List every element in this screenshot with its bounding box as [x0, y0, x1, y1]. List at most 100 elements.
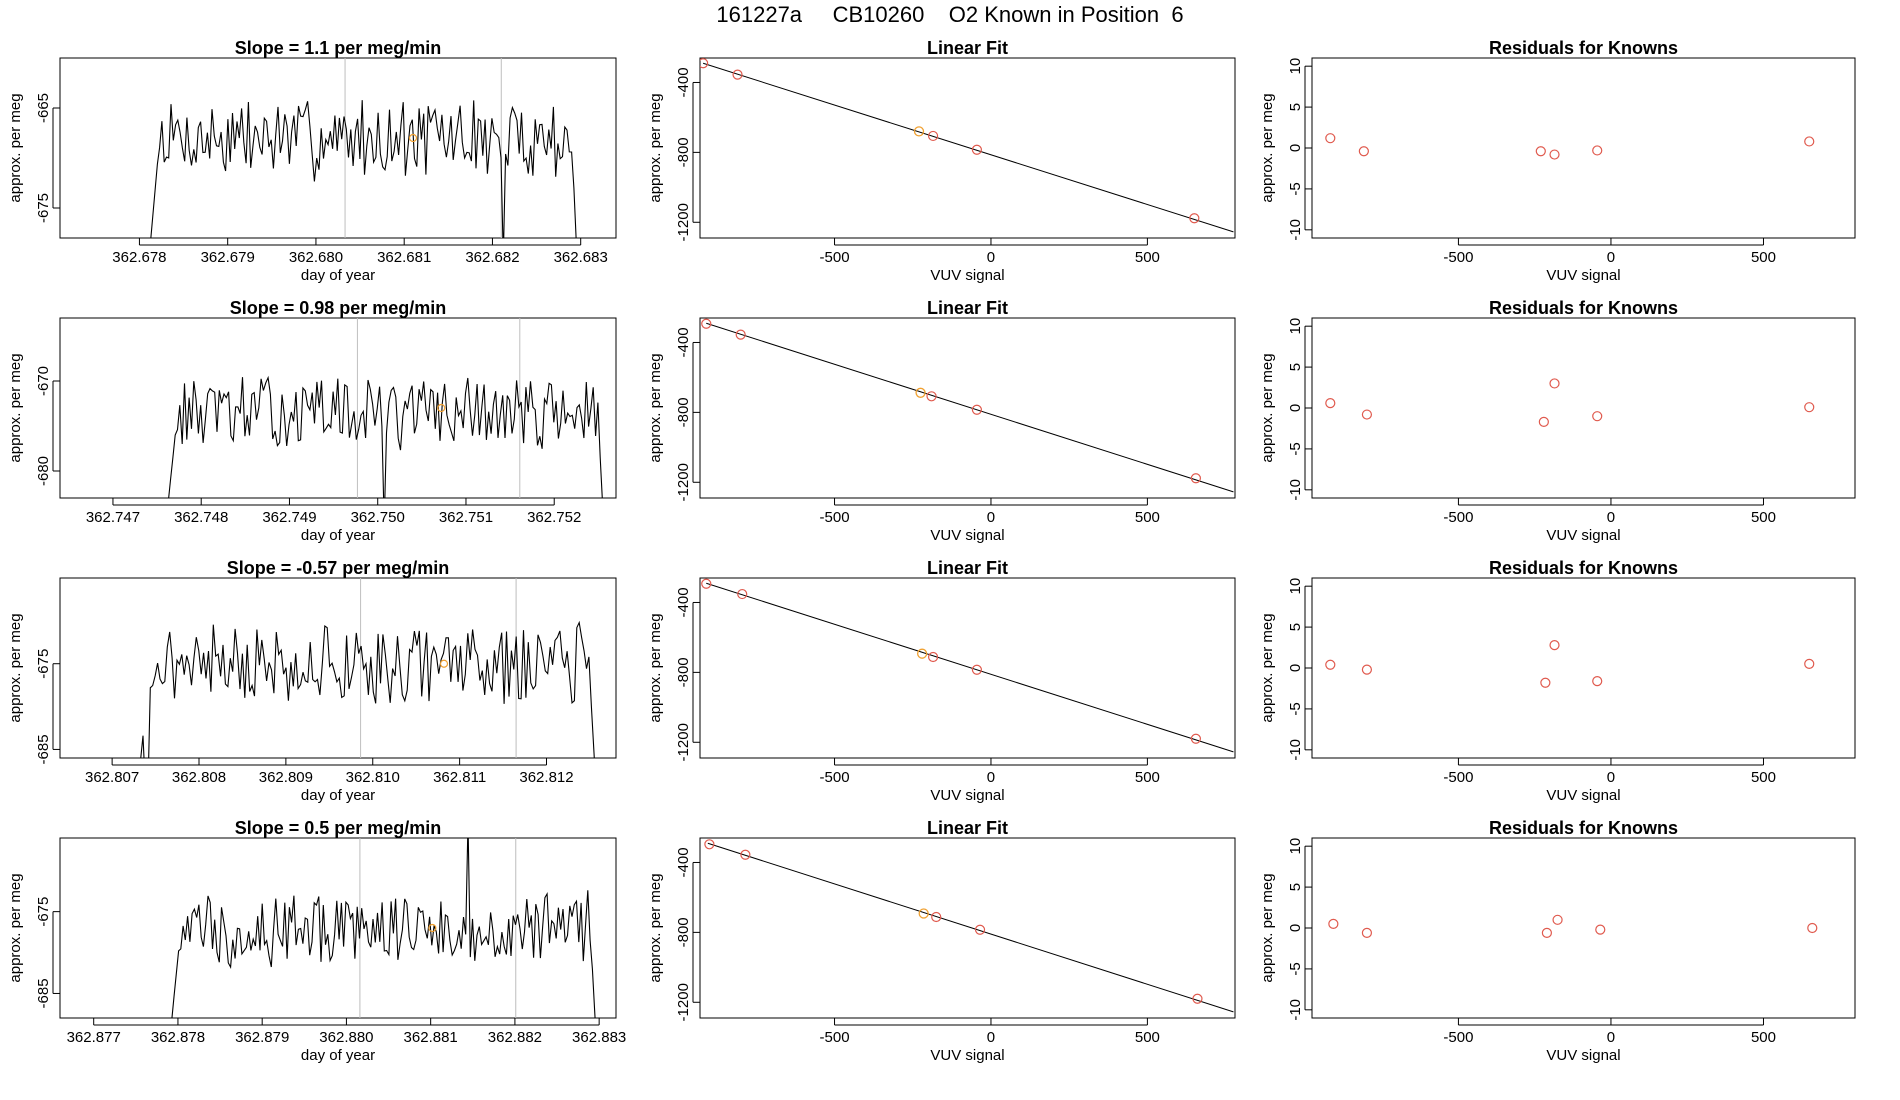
y-tick-label: 5 [1287, 103, 1304, 111]
known-point [1192, 993, 1203, 1004]
x-tick-label: 362.809 [259, 769, 313, 786]
plot-frame [59, 57, 617, 239]
fit-line [706, 582, 1234, 753]
y-tick-label: -5 [1287, 702, 1304, 715]
known-point [1804, 658, 1815, 670]
x-tick-label: -500 [820, 1029, 850, 1046]
x-tick-label: 362.680 [289, 249, 343, 266]
y-tick-label: 5 [1287, 363, 1304, 371]
plot-area [171, 838, 596, 1018]
data-series-line [140, 620, 595, 758]
x-tick-label: 362.808 [172, 769, 226, 786]
plot-frame [1311, 317, 1856, 499]
x-tick-label: 500 [1135, 769, 1160, 786]
x-axis-label: VUV signal [930, 267, 1004, 284]
y-axis-label: approx. per meg [7, 353, 24, 462]
residuals-panel-2: Residuals for Knowns -500 0 500 VUV signal 10… [1259, 298, 1856, 544]
x-tick-label: -500 [820, 509, 850, 526]
known-point [1190, 733, 1201, 744]
plot-area [140, 578, 595, 758]
plot-area [150, 58, 577, 238]
known-point [700, 58, 709, 69]
y-tick-label: -800 [675, 397, 692, 427]
known-point [701, 578, 712, 589]
x-tick-label: -500 [820, 769, 850, 786]
plot-area [700, 58, 1234, 233]
plot-area [168, 318, 603, 498]
y-tick-label: 0 [1287, 664, 1304, 672]
fit-line [706, 322, 1234, 493]
plot-frame [699, 57, 1236, 239]
y-tick-label: 10 [1287, 838, 1304, 855]
y-tick-label: 10 [1287, 58, 1304, 75]
plot-frame [699, 577, 1236, 759]
panel-title: Slope = 0.5 per meg/min [235, 818, 442, 838]
x-tick-label: 362.883 [572, 1029, 626, 1046]
x-tick-label: -500 [1443, 769, 1473, 786]
y-tick-label: -5 [1287, 182, 1304, 195]
y-tick-label: -670 [35, 366, 52, 396]
x-axis-label: VUV signal [1546, 1047, 1620, 1064]
y-tick-label: -800 [675, 917, 692, 947]
y-axis-label: approx. per meg [647, 93, 664, 202]
x-tick-label: 362.678 [112, 249, 166, 266]
linear-fit-panel-2: Linear Fit -500 0 500 VUV signal -400 -800 -120… [647, 298, 1236, 544]
x-tick-label: 362.750 [351, 509, 405, 526]
known-point [927, 651, 939, 663]
x-tick-label: 362.880 [319, 1029, 373, 1046]
y-tick-label: -10 [1287, 999, 1304, 1021]
sample-point [913, 126, 925, 137]
x-axis-label: day of year [301, 787, 375, 804]
y-tick-label: -10 [1287, 739, 1304, 761]
y-tick-label: 0 [1287, 144, 1304, 152]
y-tick-label: -10 [1287, 479, 1304, 501]
panel-title: Residuals for Knowns [1489, 38, 1678, 58]
known-point [1361, 927, 1373, 939]
x-tick-label: -500 [1443, 249, 1473, 266]
known-point [1328, 918, 1339, 930]
x-axis-label: VUV signal [930, 1047, 1004, 1064]
x-tick-label: 362.879 [235, 1029, 289, 1046]
y-tick-label: -675 [35, 193, 52, 223]
x-tick-label: 0 [1607, 769, 1615, 786]
x-tick-label: 362.748 [174, 509, 228, 526]
known-point [971, 664, 982, 675]
plot-frame [59, 577, 617, 759]
x-tick-label: 362.881 [404, 1029, 458, 1046]
known-point [1538, 416, 1549, 428]
time-series-panel-3: Slope = -0.57 per meg/min 362.807 362.808 3… [7, 558, 617, 804]
linear-fit-panel-3: Linear Fit -500 0 500 VUV signal -400 -800 -120… [647, 558, 1236, 804]
y-tick-label: -400 [675, 327, 692, 357]
residuals-panel-1: Residuals for Knowns -500 0 500 VUV signal 10… [1259, 38, 1856, 284]
known-point [1189, 213, 1200, 224]
plot-frame [699, 837, 1236, 1019]
y-tick-label: -5 [1287, 962, 1304, 975]
panel-title: Linear Fit [927, 298, 1008, 318]
y-tick-label: -1200 [675, 723, 692, 761]
y-tick-label: -1200 [675, 983, 692, 1021]
known-point [1549, 639, 1560, 651]
panel-title: Linear Fit [927, 818, 1008, 838]
known-point [1361, 409, 1373, 420]
x-tick-label: 500 [1751, 249, 1776, 266]
x-tick-label: 500 [1135, 249, 1160, 266]
data-series-line [150, 100, 577, 238]
x-tick-label: 0 [1607, 249, 1615, 266]
known-point [1592, 411, 1603, 422]
data-series-line [171, 838, 596, 1018]
y-tick-label: -10 [1287, 219, 1304, 241]
known-point [974, 924, 986, 935]
y-tick-label: -800 [675, 137, 692, 167]
plot-frame [1311, 837, 1856, 1019]
known-point [1807, 922, 1818, 934]
x-axis-label: VUV signal [1546, 787, 1620, 804]
sample-point [916, 648, 928, 659]
panel-title: Slope = 1.1 per meg/min [235, 38, 442, 58]
x-tick-label: -500 [820, 249, 850, 266]
y-tick-label: -1200 [675, 463, 692, 501]
known-point [971, 404, 982, 415]
y-axis-label: approx. per meg [1259, 93, 1276, 202]
linear-fit-panel-4: Linear Fit -500 0 500 VUV signal -400 -800 -120… [647, 818, 1236, 1064]
fit-line [707, 842, 1234, 1013]
y-tick-label: 10 [1287, 318, 1304, 335]
